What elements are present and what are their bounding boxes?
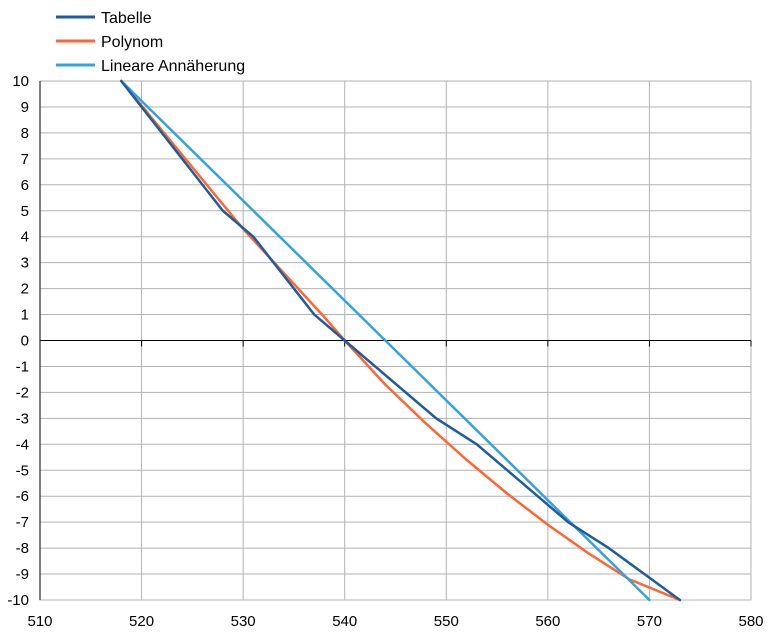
y-tick-label: 0 [21, 333, 29, 350]
legend: Tabelle Polynom Lineare Annäherung [56, 10, 245, 75]
series-line [120, 79, 682, 602]
x-tick-label: 550 [434, 613, 459, 630]
legend-label: Lineare Annäherung [101, 58, 245, 75]
series-line [120, 79, 651, 602]
series-lines [120, 79, 682, 602]
axes [39, 81, 752, 600]
y-tick-label: -1 [16, 358, 29, 375]
y-tick-label: 8 [21, 125, 29, 142]
y-tick-label: -7 [16, 514, 29, 531]
y-tick-label: 4 [21, 229, 29, 246]
y-tick-label: 2 [21, 281, 29, 298]
x-tick-label: 580 [738, 613, 763, 630]
y-tick-label: -8 [16, 540, 29, 557]
series-line [120, 79, 682, 602]
y-tick-label: 6 [21, 177, 29, 194]
y-tick-label: -2 [16, 384, 29, 401]
x-tick-label: 520 [129, 613, 154, 630]
y-tick-label: 3 [21, 255, 29, 272]
y-tick-label: 10 [12, 73, 29, 90]
y-tick-label: -5 [16, 462, 29, 479]
x-tick-label: 540 [332, 613, 357, 630]
y-tick-label: -6 [16, 488, 29, 505]
y-tick-label: -4 [16, 436, 29, 453]
x-tick-labels: 510 520 530 540 550 560 570 580 [27, 613, 763, 630]
y-tick-label: -3 [16, 410, 29, 427]
y-tick-label: 7 [21, 151, 29, 168]
y-tick-label: 9 [21, 99, 29, 116]
y-tick-label: 1 [21, 307, 29, 324]
legend-label: Polynom [101, 34, 163, 51]
x-tick-label: 560 [535, 613, 560, 630]
x-tick-label: 570 [637, 613, 662, 630]
y-tick-label: -9 [16, 566, 29, 583]
x-tick-label: 510 [27, 613, 52, 630]
x-tick-label: 530 [231, 613, 256, 630]
legend-label: Tabelle [101, 10, 152, 27]
y-tick-label: -10 [7, 592, 29, 609]
y-tick-label: 5 [21, 203, 29, 220]
